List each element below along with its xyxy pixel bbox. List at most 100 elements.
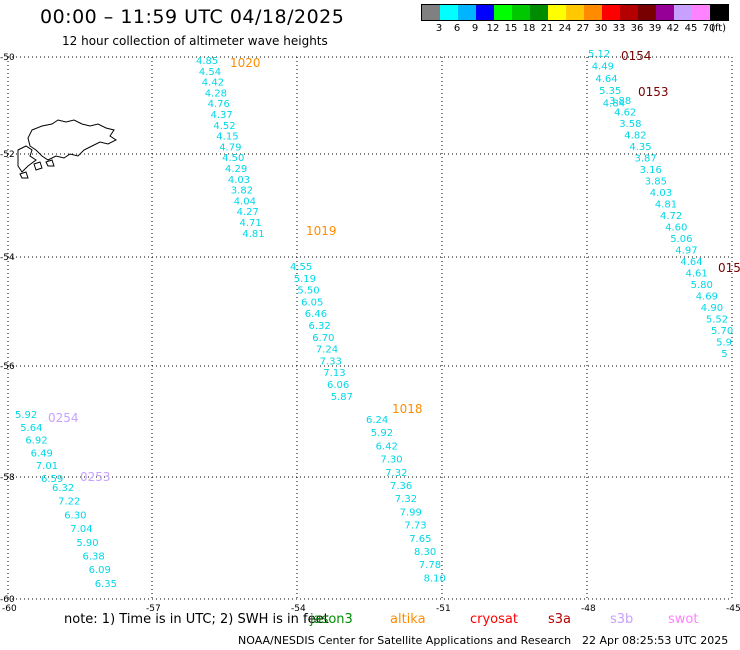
legend-swatch — [566, 5, 584, 20]
wave-height-value: 7.24 — [316, 345, 338, 356]
wave-height-value: 7.22 — [58, 497, 80, 508]
satellite-jason3: jason3 — [310, 612, 353, 627]
wave-height-value: 4.15 — [216, 132, 238, 143]
legend-label: (ft) — [711, 23, 727, 34]
lon-label: -60 — [2, 604, 17, 614]
track-time-label: 0253 — [80, 470, 111, 484]
wave-height-value: 6.32 — [52, 483, 74, 494]
wave-height-value: 7.32 — [395, 494, 417, 505]
wave-height-value: 7.36 — [390, 481, 412, 492]
track-time-label: 0153 — [638, 85, 669, 99]
legend-swatch — [602, 5, 620, 20]
wave-height-value: 4.37 — [211, 110, 233, 121]
wave-height-value: 5.92 — [15, 410, 37, 421]
wave-height-value: 7.99 — [400, 507, 422, 518]
wave-height-value: 3.16 — [640, 165, 662, 176]
wave-height-value: 5.52 — [706, 315, 728, 326]
wave-height-value: 4.82 — [624, 131, 646, 142]
legend-label: 30 — [594, 23, 608, 34]
legend-label: 9 — [471, 23, 479, 34]
wave-height-value: 6.06 — [327, 380, 349, 391]
wave-height-value: 8.10 — [424, 573, 446, 584]
wave-height-value: 5.92 — [371, 428, 393, 439]
wave-height-value: 6.09 — [89, 565, 111, 576]
satellite-swot: swot — [668, 612, 699, 627]
legend-swatch — [458, 5, 476, 20]
wave-height-value: 4.81 — [242, 229, 264, 240]
lat-label: -50 — [0, 53, 15, 63]
track-time-label: 1020 — [230, 56, 261, 70]
legend-swatch — [530, 5, 548, 20]
legend-swatch — [512, 5, 530, 20]
wave-height-value: 7.33 — [320, 356, 342, 367]
legend-label: 33 — [612, 23, 626, 34]
wave-height-value: 6.92 — [25, 436, 47, 447]
track-1019: 4.555.195.506.056.466.326.707.247.337.13… — [290, 224, 353, 403]
lon-label: -48 — [581, 604, 596, 614]
wave-height-value: 5.87 — [331, 392, 353, 403]
legend-swatch — [656, 5, 674, 20]
legend-label: 6 — [453, 23, 461, 34]
wave-height-value: 6.46 — [305, 309, 327, 320]
map-grid — [7, 56, 733, 600]
wave-height-value: 8.30 — [414, 547, 436, 558]
wave-height-value: 4.03 — [228, 175, 250, 186]
wave-height-value: 7.04 — [70, 524, 92, 535]
legend-label: 42 — [666, 23, 680, 34]
lat-label: -56 — [0, 362, 15, 372]
track-015: 015 — [718, 261, 740, 275]
wave-height-value: 7.32 — [385, 468, 407, 479]
wave-height-value: 4.04 — [234, 196, 256, 207]
map-subtitle: 12 hour collection of altimeter wave hei… — [62, 34, 328, 48]
wave-height-value: 3.82 — [231, 186, 253, 197]
wave-height-value: 4.97 — [675, 246, 697, 257]
legend-label: 27 — [576, 23, 590, 34]
wave-height-value: 5.50 — [297, 286, 319, 297]
wave-height-value: 5.70 — [711, 326, 733, 337]
wave-height-value: 6.32 — [309, 321, 331, 332]
legend-swatch — [710, 5, 728, 20]
track-1020: 4.854.544.424.284.764.374.524.154.794.50… — [196, 56, 265, 240]
wave-height-value: 6.24 — [366, 415, 388, 426]
lon-label: -51 — [436, 604, 451, 614]
wave-height-value: 5.9 — [716, 338, 732, 349]
wave-height-value: 7.65 — [409, 534, 431, 545]
wave-height-value: 5.90 — [76, 538, 98, 549]
wave-height-value: 4.81 — [655, 200, 677, 211]
lat-label: -60 — [0, 595, 15, 605]
wave-height-value: 4.64 — [595, 74, 617, 85]
wave-height-value: 6.30 — [64, 510, 86, 521]
legend-swatch — [584, 5, 602, 20]
lat-label: -58 — [0, 473, 15, 483]
lat-label: -52 — [0, 150, 15, 160]
wave-height-value: 5.19 — [294, 274, 316, 285]
wave-height-value: 6.59 — [41, 474, 63, 485]
axis-labels: -50 -52 -54 -56 -58 -60-60 -57 -54 -51 -48 -45 — [0, 53, 740, 614]
wave-height-value: 4.03 — [650, 188, 672, 199]
lat-label: -54 — [0, 253, 15, 263]
track-time-label: 015 — [718, 261, 740, 275]
wave-height-value: 6.42 — [376, 441, 398, 452]
satellite-s3a: s3a — [548, 612, 572, 627]
satellite-s3b: s3b — [610, 612, 634, 627]
wave-height-value: 5.12 — [588, 49, 610, 60]
wave-height-value: 7.13 — [323, 368, 345, 379]
map-title: 00:00 – 11:59 UTC 04/18/2025 — [40, 6, 345, 28]
wave-height-value: 4.52 — [213, 121, 235, 132]
legend-swatch — [620, 5, 638, 20]
wave-height-value: 3.58 — [619, 119, 641, 130]
wave-height-value: 7.30 — [380, 455, 402, 466]
wave-height-value: 4.49 — [592, 61, 614, 72]
legend-color-bar — [421, 4, 729, 21]
wave-height-value: 4.64 — [680, 257, 702, 268]
legend-swatch — [638, 5, 656, 20]
legend-swatch — [422, 5, 440, 20]
track-1018: 6.24 5.92 6.42 7.30 7.32 7.36 7.32 7.99 7.73 7.65… — [366, 402, 446, 584]
wave-height-value: 3.88 — [609, 96, 631, 107]
lon-label: -45 — [726, 604, 740, 614]
wave-height-value: 7.01 — [36, 461, 58, 472]
wave-height-value: 6.35 — [95, 579, 117, 590]
wave-height-value: 4.79 — [219, 142, 241, 153]
satellite-altika: altika — [390, 612, 426, 627]
track-0253: 6.32 7.22 6.30 7.04 5.90 6.38 6.09 6.35 0253 — [52, 470, 117, 590]
